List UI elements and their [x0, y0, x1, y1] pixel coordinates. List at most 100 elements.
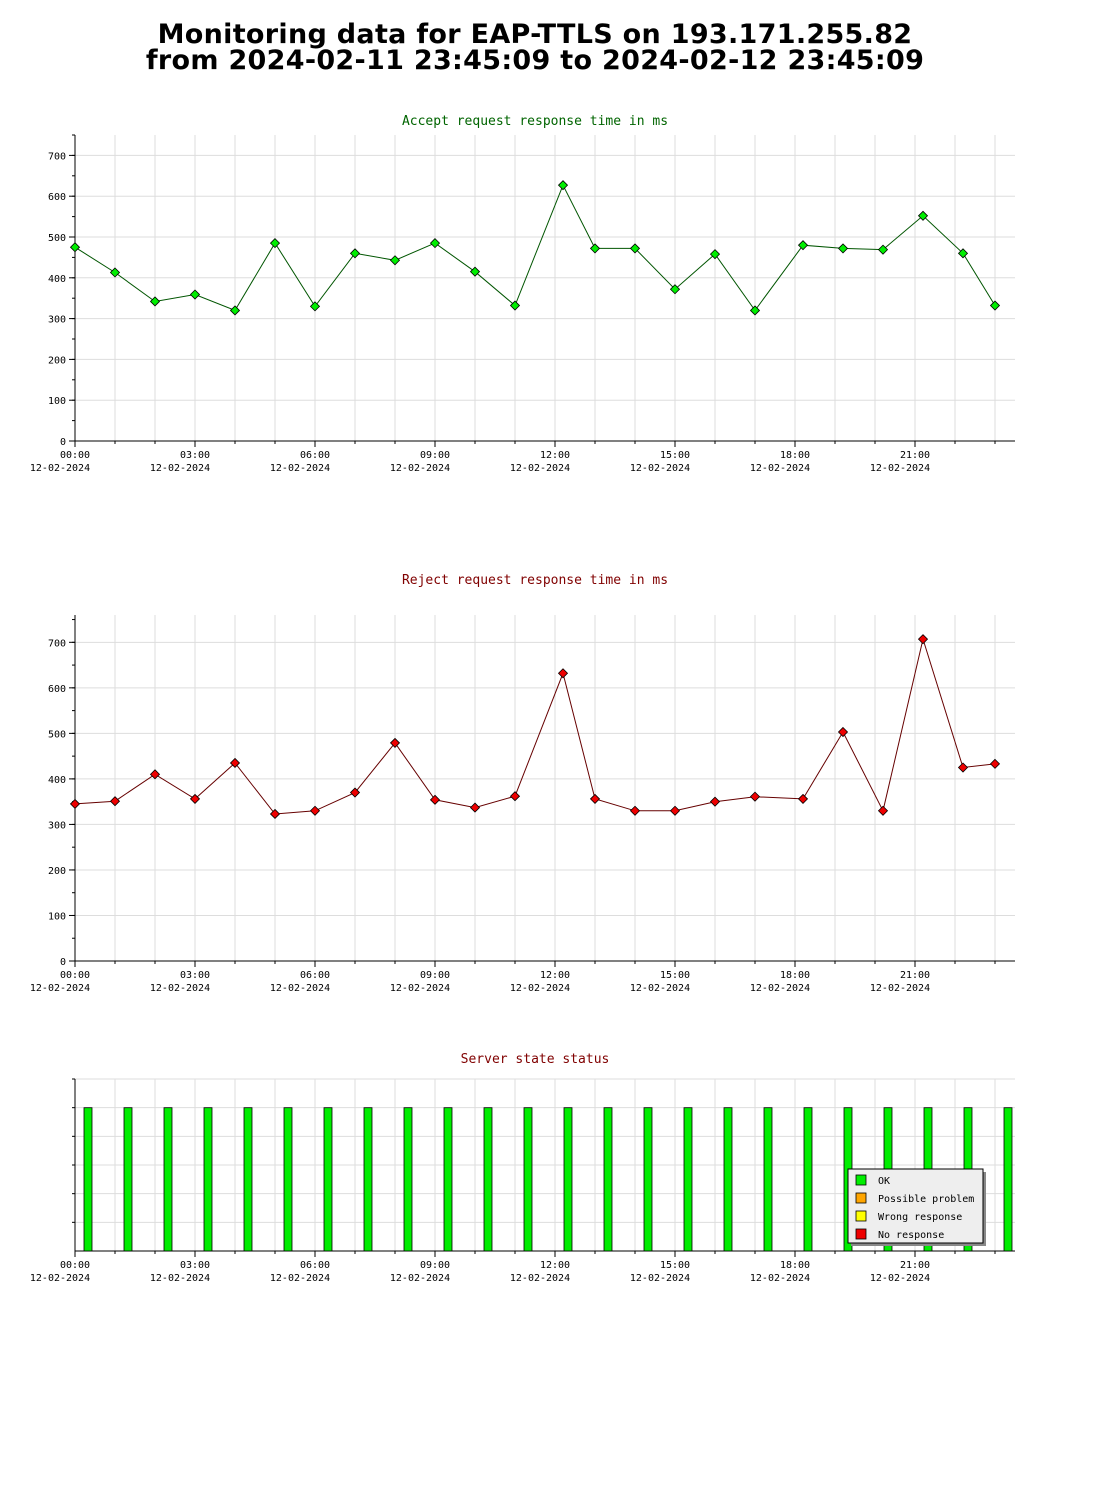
reject-data-point	[749, 791, 761, 802]
status-bar	[83, 1107, 93, 1252]
status-bar	[243, 1107, 253, 1252]
status-bar	[803, 1107, 813, 1252]
accept-data-point	[957, 248, 969, 259]
y-tick-label: 300	[48, 820, 66, 831]
reject-data-point	[229, 757, 241, 769]
y-tick-label: 600	[48, 684, 66, 695]
x-tick-label-time: 09:00	[420, 450, 450, 461]
x-tick-label-time: 15:00	[660, 450, 690, 461]
reject-data-point	[837, 726, 849, 738]
x-tick-label-date: 12-02-2024	[870, 463, 930, 474]
reject-data-point	[69, 798, 81, 809]
reject-data-point	[429, 794, 441, 805]
accept-data-point	[749, 305, 761, 316]
accept-data-point	[69, 242, 81, 253]
accept-data-point	[917, 210, 929, 221]
accept-data-point	[709, 249, 721, 260]
reject-data-point	[557, 668, 569, 679]
x-tick-label-date: 12-02-2024	[30, 1273, 90, 1284]
x-tick-label-date: 12-02-2024	[510, 983, 570, 994]
x-tick-label-time: 03:00	[180, 970, 210, 981]
accept-data-point	[509, 300, 521, 311]
x-tick-label-time: 00:00	[60, 450, 90, 461]
x-tick-label-time: 06:00	[300, 970, 330, 981]
x-tick-label-date: 12-02-2024	[510, 1273, 570, 1284]
status-bar	[283, 1107, 293, 1252]
accept-data-point	[629, 243, 641, 254]
y-tick-label: 200	[48, 355, 66, 366]
status-bar	[523, 1107, 533, 1252]
y-tick-label: 500	[48, 729, 66, 740]
reject-chart-title: Reject request response time in ms	[402, 573, 668, 588]
accept-data-point	[837, 243, 849, 254]
x-tick-label-date: 12-02-2024	[630, 1273, 690, 1284]
x-tick-label-time: 21:00	[900, 970, 930, 981]
accept-data-point	[589, 243, 601, 254]
x-tick-label-date: 12-02-2024	[870, 1273, 930, 1284]
server-status-chart: Server state status 00:00 12-02-2024 03:00…	[30, 1052, 1015, 1284]
status-bar	[363, 1107, 373, 1252]
status-bar	[323, 1107, 333, 1252]
reject-data-point	[349, 787, 361, 798]
accept-data-point	[269, 238, 281, 249]
y-tick-label: 700	[48, 151, 66, 162]
accept-data-point	[669, 284, 681, 295]
x-tick-label-time: 00:00	[60, 970, 90, 981]
x-tick-label-time: 09:00	[420, 970, 450, 981]
x-tick-label-time: 06:00	[300, 450, 330, 461]
x-tick-label-time: 00:00	[60, 1260, 90, 1271]
accept-data-point	[469, 266, 481, 277]
x-tick-label-date: 12-02-2024	[150, 1273, 210, 1284]
x-tick-label-time: 15:00	[660, 970, 690, 981]
reject-data-point	[877, 805, 889, 816]
x-tick-label-time: 12:00	[540, 1260, 570, 1271]
reject-data-point	[509, 791, 521, 802]
status-bar	[643, 1107, 653, 1252]
reject-data-point	[797, 793, 809, 804]
accept-data-point	[877, 244, 889, 255]
x-tick-label-time: 09:00	[420, 1260, 450, 1271]
legend-swatch	[855, 1228, 867, 1240]
accept-series-line	[74, 183, 996, 312]
x-tick-label-time: 03:00	[180, 450, 210, 461]
accept-data-point	[429, 238, 441, 249]
x-tick-label-date: 12-02-2024	[270, 1273, 330, 1284]
status-bar	[723, 1107, 733, 1252]
accept-data-point	[189, 289, 201, 300]
reject-data-point	[709, 796, 721, 807]
x-tick-label-time: 12:00	[540, 450, 570, 461]
status-bar	[123, 1107, 133, 1252]
reject-data-point	[309, 805, 321, 816]
x-tick-label-time: 06:00	[300, 1260, 330, 1271]
y-tick-label: 0	[60, 957, 66, 968]
reject-data-point	[149, 769, 161, 780]
accept-data-point	[389, 255, 401, 266]
x-tick-label-date: 12-02-2024	[630, 463, 690, 474]
accept-data-point	[349, 248, 361, 259]
status-bar	[443, 1107, 453, 1252]
y-tick-label: 100	[48, 911, 66, 922]
x-tick-label-date: 12-02-2024	[750, 983, 810, 994]
reject-data-point	[189, 793, 201, 804]
accept-data-point	[309, 301, 321, 312]
reject-data-point	[917, 634, 929, 645]
x-tick-label-date: 12-02-2024	[30, 983, 90, 994]
status-bar	[1003, 1107, 1013, 1252]
x-tick-label-time: 21:00	[900, 450, 930, 461]
y-tick-label: 400	[48, 775, 66, 786]
legend-label: Wrong response	[878, 1212, 962, 1223]
x-tick-label-date: 12-02-2024	[150, 983, 210, 994]
accept-data-point	[229, 305, 241, 316]
reject-data-point	[469, 802, 481, 813]
status-bar	[483, 1107, 493, 1252]
x-tick-label-time: 18:00	[780, 1260, 810, 1271]
x-tick-label-date: 12-02-2024	[630, 983, 690, 994]
y-tick-label: 700	[48, 638, 66, 649]
x-tick-label-date: 12-02-2024	[870, 983, 930, 994]
page-title-line-2: from 2024-02-11 23:45:09 to 2024-02-12 2…	[145, 45, 925, 76]
x-tick-label-date: 12-02-2024	[270, 983, 330, 994]
x-tick-label-time: 12:00	[540, 970, 570, 981]
legend-label: Possible problem	[878, 1194, 974, 1205]
x-tick-label-time: 15:00	[660, 1260, 690, 1271]
legend-box	[847, 1168, 984, 1244]
